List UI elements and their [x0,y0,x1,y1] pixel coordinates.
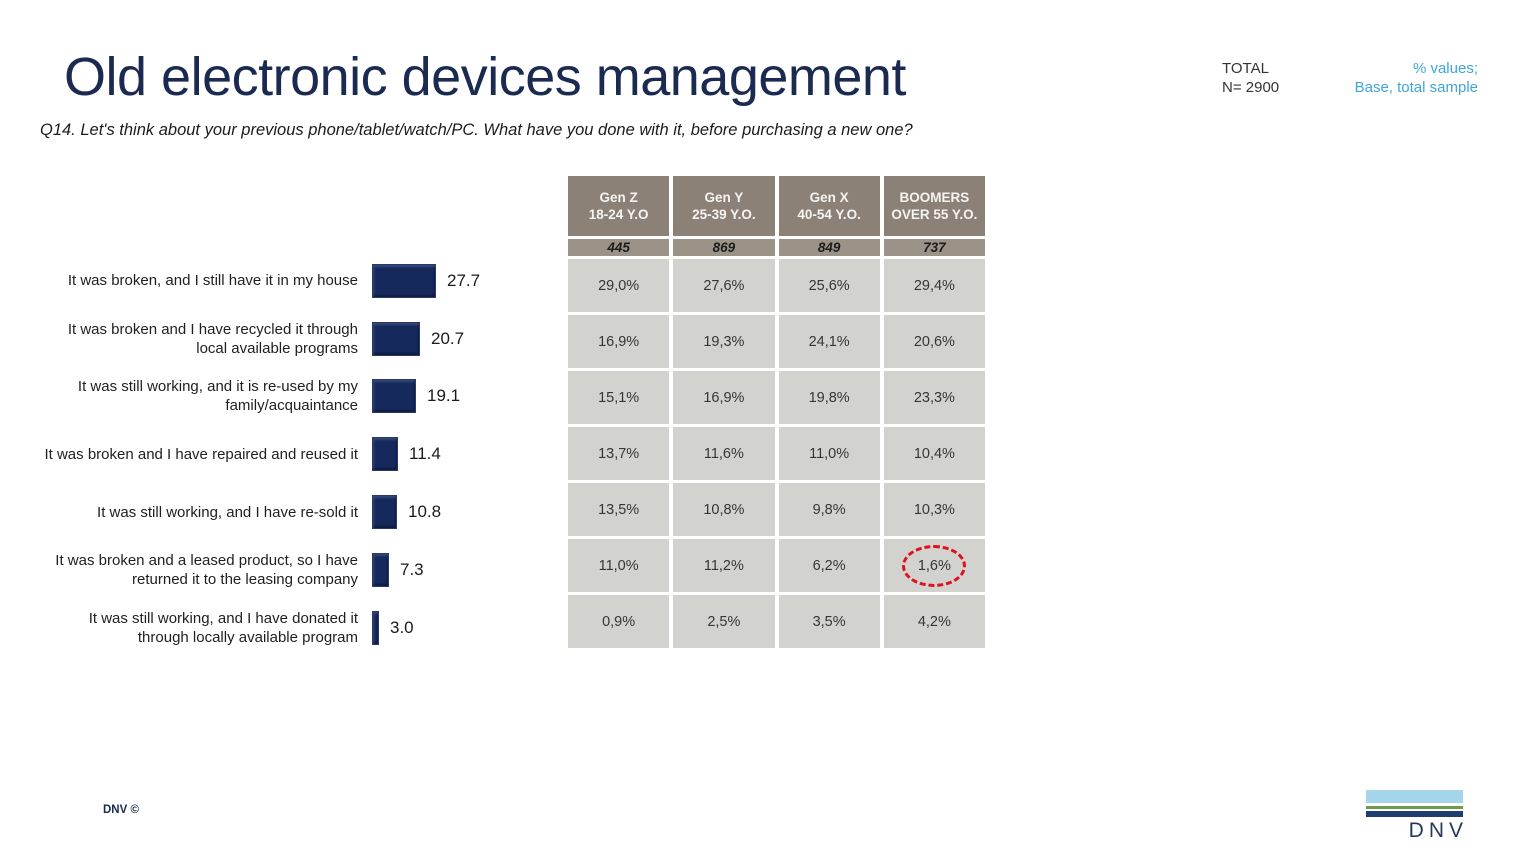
base-count: 849 [778,239,880,256]
base-note-block: % values; Base, total sample [1355,59,1478,97]
dnv-logo: DNV [1366,790,1463,843]
table-cell: 29,4% [883,259,985,312]
table-cell: 16,9% [673,371,775,424]
table-cell: 23,3% [883,371,985,424]
table-cell: 2,5% [673,595,775,648]
bar-area: 7.3 [372,552,424,587]
bar [372,437,398,472]
generations-table: Gen Z 18-24 Y.O Gen Y 25-39 Y.O. Gen X 4… [568,176,985,648]
total-label: TOTAL [1222,60,1269,77]
bar [372,321,420,356]
bar-category-label: It was still working, and I have donated… [88,609,358,646]
logo-wordmark: DNV [1408,819,1468,842]
bar-area: 10.8 [372,495,442,530]
bar [372,552,389,587]
table-cell: 13,5% [568,483,670,536]
column-age-label: 18-24 Y.O [588,207,649,222]
table-cell: 19,8% [778,371,880,424]
base-count: 737 [883,239,985,256]
bar-area: 3.0 [372,610,414,645]
table-cell: 19,3% [673,315,775,368]
table-column-header-geny: Gen Y 25-39 Y.O. [673,176,775,236]
page-title: Old electronic devices management [64,47,906,107]
table-cell: 16,9% [568,315,670,368]
table-cell: 11,6% [673,427,775,480]
bar-category-label: It was broken and I have recycled it thr… [67,320,358,357]
bar-value-label: 7.3 [400,559,424,579]
logo-bar-lightblue [1366,790,1463,803]
table-column-header-boomers: BOOMERS OVER 55 Y.O. [883,176,985,236]
table-cell: 10,8% [673,483,775,536]
bar [372,495,397,530]
bar-row: It was broken and a leased product, so I… [38,541,558,599]
column-gen-label: BOOMERS [899,190,970,205]
table-column-header-genz: Gen Z 18-24 Y.O [568,176,670,236]
column-gen-label: Gen Z [599,190,638,205]
table-cell: 15,1% [568,371,670,424]
note-line-1: % values; [1412,60,1478,77]
table-cell: 27,6% [673,259,775,312]
highlight-ellipse-icon [902,544,967,587]
column-age-label: OVER 55 Y.O. [891,207,978,222]
total-sample-block: TOTAL N= 2900 [1222,59,1279,97]
note-line-2: Base, total sample [1354,79,1478,96]
bar-category-label: It was still working, and I have re-sold… [97,503,358,521]
bar-row: It was still working, and I have donated… [38,599,558,657]
bar-value-label: 19.1 [427,386,461,406]
bar-chart: It was broken, and I still have it in my… [38,252,558,657]
bar-value-label: 11.4 [409,444,441,464]
table-cell: 13,7% [568,427,670,480]
column-age-label: 25-39 Y.O. [692,207,756,222]
bar [372,610,379,645]
table-cell: 11,0% [568,539,670,592]
bar-area: 19.1 [372,379,461,414]
bar-category-label: It was broken, and I still have it in my… [67,272,358,290]
bar-area: 27.7 [372,263,481,298]
bar-value-label: 20.7 [431,328,465,348]
table-cell: 11,0% [778,427,880,480]
bar-row: It was still working, and it is re-used … [38,368,558,426]
table-cell: 29,0% [568,259,670,312]
table-cell: 9,8% [778,483,880,536]
bar-area: 20.7 [372,321,465,356]
total-n: N= 2900 [1222,79,1280,96]
bar-value-label: 3.0 [390,617,414,637]
base-count: 445 [568,239,670,256]
table-cell: 10,4% [883,427,985,480]
bar-row: It was broken and I have repaired and re… [38,425,558,483]
table-column-header-genx: Gen X 40-54 Y.O. [778,176,880,236]
table-cell: 11,2% [673,539,775,592]
table-cell: 25,6% [778,259,880,312]
table-cell: 6,2% [778,539,880,592]
table-cell-highlighted: 1,6% [883,539,985,592]
bar [372,379,416,414]
bar-category-label: It was broken and I have repaired and re… [44,445,358,463]
bar [372,263,436,298]
base-count: 869 [673,239,775,256]
bar-row: It was broken and I have recycled it thr… [38,310,558,368]
table-cell: 3,5% [778,595,880,648]
table-cell: 10,3% [883,483,985,536]
column-gen-label: Gen Y [704,190,744,205]
bar-value-label: 27.7 [447,270,481,290]
table-cell: 4,2% [883,595,985,648]
table-cell: 20,6% [883,315,985,368]
logo-bar-navy [1366,811,1463,817]
table-cell: 0,9% [568,595,670,648]
bar-row: It was still working, and I have re-sold… [38,483,558,541]
bar-category-label: It was still working, and it is re-used … [77,378,358,415]
bar-value-label: 10.8 [408,502,442,522]
column-gen-label: Gen X [809,190,849,205]
table-cell: 24,1% [778,315,880,368]
bar-category-label: It was broken and a leased product, so I… [55,551,358,588]
survey-question: Q14. Let's think about your previous pho… [40,121,913,139]
copyright-text: DNV © [103,804,139,816]
bar-row: It was broken, and I still have it in my… [38,252,558,310]
logo-bar-green [1366,806,1463,809]
bar-area: 11.4 [372,437,441,472]
column-age-label: 40-54 Y.O. [797,207,861,222]
